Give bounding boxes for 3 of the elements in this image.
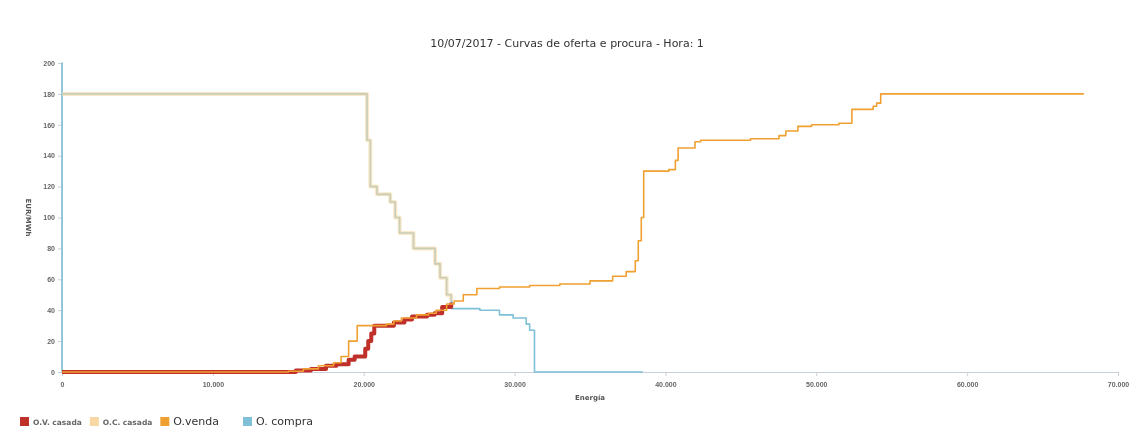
legend-label: O.venda bbox=[173, 415, 220, 428]
legend-label: O. compra bbox=[256, 415, 313, 428]
chart-title: 10/07/2017 - Curvas de oferta e procura - Hora: 1 bbox=[430, 37, 704, 50]
